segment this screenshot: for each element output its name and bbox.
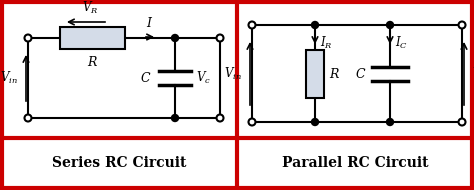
Text: $C$: $C$	[140, 71, 151, 85]
Circle shape	[25, 35, 31, 41]
Circle shape	[458, 119, 465, 126]
Circle shape	[248, 21, 255, 28]
Circle shape	[386, 119, 393, 126]
Text: $C$: $C$	[355, 66, 366, 81]
Circle shape	[311, 119, 319, 126]
Circle shape	[311, 21, 319, 28]
Text: $R$: $R$	[329, 66, 340, 81]
Text: $V_R$: $V_R$	[82, 0, 99, 16]
Circle shape	[217, 115, 224, 121]
Text: Series RC Circuit: Series RC Circuit	[52, 156, 186, 170]
Bar	[306, 50, 324, 97]
Circle shape	[248, 119, 255, 126]
Circle shape	[458, 21, 465, 28]
Text: $V_{out}$: $V_{out}$	[472, 65, 474, 82]
Circle shape	[217, 35, 224, 41]
Text: $I$: $I$	[146, 16, 154, 30]
Text: $R$: $R$	[87, 55, 98, 69]
Text: $V_c$: $V_c$	[196, 70, 211, 86]
Circle shape	[386, 21, 393, 28]
Text: $I_R$: $I_R$	[320, 35, 333, 51]
Text: Parallel RC Circuit: Parallel RC Circuit	[282, 156, 428, 170]
Circle shape	[172, 115, 179, 121]
Text: $V_{in}$: $V_{in}$	[224, 65, 242, 82]
Bar	[60, 27, 125, 49]
Text: $V_{in}$: $V_{in}$	[0, 70, 18, 86]
Text: $I_C$: $I_C$	[395, 35, 408, 51]
Circle shape	[172, 35, 179, 41]
Circle shape	[25, 115, 31, 121]
